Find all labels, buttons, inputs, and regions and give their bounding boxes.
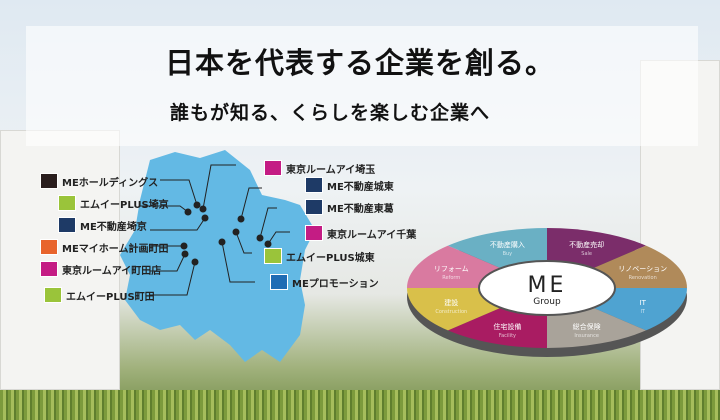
leader-line — [221, 241, 255, 283]
headline: 日本を代表する企業を創る。 — [164, 46, 555, 80]
segment-label: リフォーム — [434, 265, 469, 273]
location-dot — [181, 250, 189, 258]
location-label: MEマイホーム計画町田 — [40, 239, 168, 255]
location-name: エムイーPLUS町田 — [66, 291, 155, 303]
group-logo-sub: Group — [533, 297, 561, 307]
location-name: ME不動産埼京 — [80, 221, 147, 233]
segment-label: 建設 — [444, 298, 458, 307]
segment-label: 不動産売却 — [569, 240, 604, 249]
company-logo-icon — [264, 160, 282, 176]
location-dot — [184, 208, 192, 216]
segment-en-label: Construction — [435, 309, 467, 315]
group-logo-center — [478, 260, 616, 316]
location-label: エムイーPLUS城東 — [264, 248, 375, 264]
location-name: ME不動産東葛 — [327, 203, 394, 215]
segment-label: 住宅設備 — [493, 322, 521, 331]
location-name: 東京ルームアイ町田店 — [62, 265, 162, 277]
leader-line — [240, 187, 262, 220]
location-dot — [232, 228, 240, 236]
location-label: MEホールディングス — [40, 173, 158, 189]
company-logo-icon — [40, 261, 58, 277]
location-name: MEマイホーム計画町田 — [62, 243, 169, 255]
location-label: 東京ルームアイ埼玉 — [264, 160, 375, 176]
location-name: MEプロモーション — [292, 278, 379, 290]
location-name: エムイーPLUS埼京 — [80, 199, 169, 211]
location-dot — [218, 238, 226, 246]
segment-en-label: Insurance — [574, 333, 599, 339]
location-label: 東京ルームアイ千葉 — [305, 225, 416, 241]
location-name: エムイーPLUS城東 — [286, 252, 375, 264]
location-label: エムイーPLUS町田 — [44, 287, 155, 303]
location-dot — [193, 201, 201, 209]
leader-line — [150, 217, 206, 231]
leader-line — [235, 231, 252, 254]
segment-label: 不動産購入 — [490, 240, 525, 249]
segment-label: リノベーション — [618, 265, 667, 273]
location-dot — [180, 242, 188, 250]
location-label: エムイーPLUS埼京 — [58, 195, 169, 211]
segment-en-label: Sale — [581, 251, 592, 257]
location-name: 東京ルームアイ埼玉 — [286, 164, 376, 176]
segment-label: 総合保険 — [573, 322, 601, 331]
leader-line — [267, 231, 290, 245]
map-region — [120, 150, 315, 362]
company-logo-icon — [40, 239, 58, 255]
leader-line — [150, 253, 186, 272]
segment-label: IT — [640, 299, 647, 307]
segment-en-label: IT — [640, 309, 645, 315]
company-logo-icon — [58, 217, 76, 233]
leader-line — [202, 164, 236, 210]
segment-en-label: Buy — [503, 251, 513, 257]
leader-line — [259, 207, 277, 239]
location-dot — [256, 234, 264, 242]
subheadline: 誰もが知る、くらしを楽しむ企業へ — [170, 102, 491, 124]
background-building-left — [0, 130, 120, 390]
location-label: MEプロモーション — [270, 274, 379, 290]
company-logo-icon — [305, 225, 323, 241]
company-logo-icon — [44, 287, 62, 303]
location-label: ME不動産東葛 — [305, 199, 394, 215]
company-logo-icon — [305, 199, 323, 215]
location-name: MEホールディングス — [62, 177, 159, 189]
location-dot — [264, 240, 272, 248]
company-logo-icon — [270, 274, 288, 290]
location-name: 東京ルームアイ千葉 — [327, 229, 417, 241]
location-dot — [191, 258, 199, 266]
group-logo-main: ME — [528, 273, 567, 298]
company-logo-icon — [305, 177, 323, 193]
company-logo-icon — [40, 173, 58, 189]
location-name: ME不動産城東 — [327, 181, 394, 193]
location-label: ME不動産埼京 — [58, 217, 147, 233]
segment-en-label: Reform — [442, 275, 460, 281]
location-label: ME不動産城東 — [305, 177, 394, 193]
segment-en-label: Facility — [499, 333, 516, 339]
headline-panel — [26, 26, 698, 146]
company-logo-icon — [58, 195, 76, 211]
leader-line — [150, 261, 196, 296]
location-dot — [199, 205, 207, 213]
grass — [0, 390, 720, 420]
location-label: 東京ルームアイ町田店 — [40, 261, 161, 277]
location-dot — [201, 214, 209, 222]
location-dot — [237, 215, 245, 223]
leader-line — [160, 179, 198, 206]
segment-en-label: Renovation — [629, 275, 657, 281]
company-logo-icon — [264, 248, 282, 264]
